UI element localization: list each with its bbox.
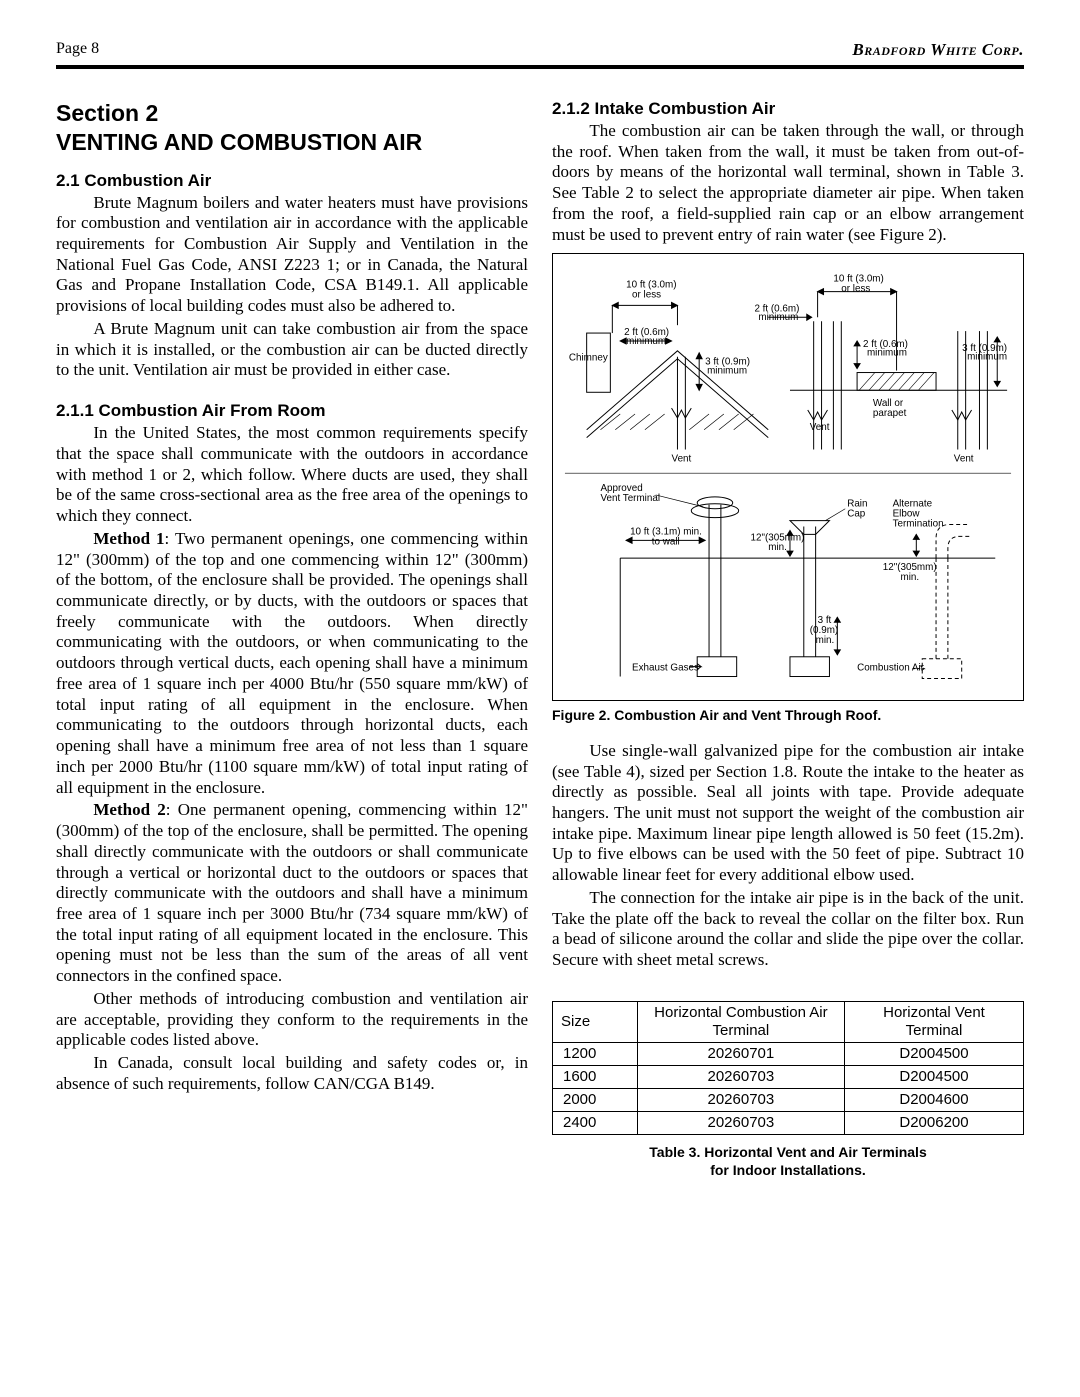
para: In Canada, consult local building and sa… <box>56 1053 528 1094</box>
figure-2-caption: Figure 2. Combustion Air and Vent Throug… <box>552 707 1024 723</box>
col-combustion: Horizontal Combustion Air Terminal <box>637 1001 844 1042</box>
svg-text:Chimney: Chimney <box>569 353 608 364</box>
table-row: 200020260703D2004600 <box>553 1088 1024 1111</box>
table-row: 160020260703D2004500 <box>553 1065 1024 1088</box>
svg-text:ApprovedVent Terminal: ApprovedVent Terminal <box>600 483 660 504</box>
svg-text:12"(305mm)min.: 12"(305mm)min. <box>883 562 937 583</box>
heading-2-1-2: 2.1.2 Intake Combustion Air <box>552 99 1024 119</box>
para: Method 2: One permanent opening, commenc… <box>56 800 528 987</box>
svg-text:Wall orparapet: Wall orparapet <box>873 399 907 420</box>
section-title: Section 2 VENTING AND COMBUSTION AIR <box>56 99 528 157</box>
table-3-caption: Table 3. Horizontal Vent and Air Termina… <box>552 1143 1024 1179</box>
para: A Brute Magnum unit can take combustion … <box>56 319 528 381</box>
table-row: 120020260701D2004500 <box>553 1042 1024 1065</box>
col-vent: Horizontal Vent Terminal <box>845 1001 1024 1042</box>
svg-text:2 ft (0.6m)minimum: 2 ft (0.6m)minimum <box>863 339 908 359</box>
heading-2-1-1: 2.1.1 Combustion Air From Room <box>56 401 528 421</box>
svg-text:10 ft (3.1m) min.to wall: 10 ft (3.1m) min.to wall <box>630 527 702 548</box>
page-header: Page 8 Bradford White Corp. <box>56 40 1024 69</box>
table-header-row: Size Horizontal Combustion Air Terminal … <box>553 1001 1024 1042</box>
svg-text:3 ft (0.9m)minimum: 3 ft (0.9m)minimum <box>705 357 750 377</box>
company-name: Bradford White Corp. <box>852 40 1024 60</box>
svg-text:Vent: Vent <box>954 454 974 465</box>
para: The connection for the intake air pipe i… <box>552 888 1024 971</box>
svg-text:12"(305mm)min.: 12"(305mm)min. <box>750 533 804 554</box>
svg-text:3 ft(0.9m)min.: 3 ft(0.9m)min. <box>810 616 839 647</box>
svg-text:RainCap: RainCap <box>847 499 867 520</box>
table-row: 240020260703D2006200 <box>553 1111 1024 1134</box>
para: In the United States, the most common re… <box>56 423 528 527</box>
svg-text:2 ft (0.6m)minimum: 2 ft (0.6m)minimum <box>624 327 669 347</box>
page-number: Page 8 <box>56 40 99 60</box>
col-size: Size <box>553 1001 638 1042</box>
svg-text:2 ft (0.6m)minimum: 2 ft (0.6m)minimum <box>754 304 799 324</box>
para: Use single-wall galvanized pipe for the … <box>552 741 1024 886</box>
svg-text:Vent: Vent <box>672 454 692 465</box>
para: Other methods of introducing combustion … <box>56 989 528 1051</box>
para: Method 1: Two permanent openings, one co… <box>56 529 528 799</box>
svg-text:Vent: Vent <box>810 422 830 433</box>
heading-2-1: 2.1 Combustion Air <box>56 171 528 191</box>
left-column: Section 2 VENTING AND COMBUSTION AIR 2.1… <box>56 99 528 1179</box>
svg-text:Combustion Air: Combustion Air <box>857 663 925 674</box>
svg-text:Exhaust Gases: Exhaust Gases <box>632 663 699 674</box>
figure-2: Chimney 10 ft (3.0m)or less 2 ft (0.6m)m… <box>552 253 1024 700</box>
para: Brute Magnum boilers and water heaters m… <box>56 193 528 317</box>
svg-text:10 ft (3.0m)or less: 10 ft (3.0m)or less <box>626 280 676 301</box>
svg-text:AlternateElbowTermination: AlternateElbowTermination <box>893 499 944 530</box>
figure-2-svg: Chimney 10 ft (3.0m)or less 2 ft (0.6m)m… <box>561 262 1015 686</box>
para: The combustion air can be taken through … <box>552 121 1024 245</box>
table-3: Size Horizontal Combustion Air Terminal … <box>552 1001 1024 1135</box>
svg-text:3 ft (0.9m)minimum: 3 ft (0.9m)minimum <box>962 343 1007 363</box>
right-column: 2.1.2 Intake Combustion Air The combusti… <box>552 99 1024 1179</box>
